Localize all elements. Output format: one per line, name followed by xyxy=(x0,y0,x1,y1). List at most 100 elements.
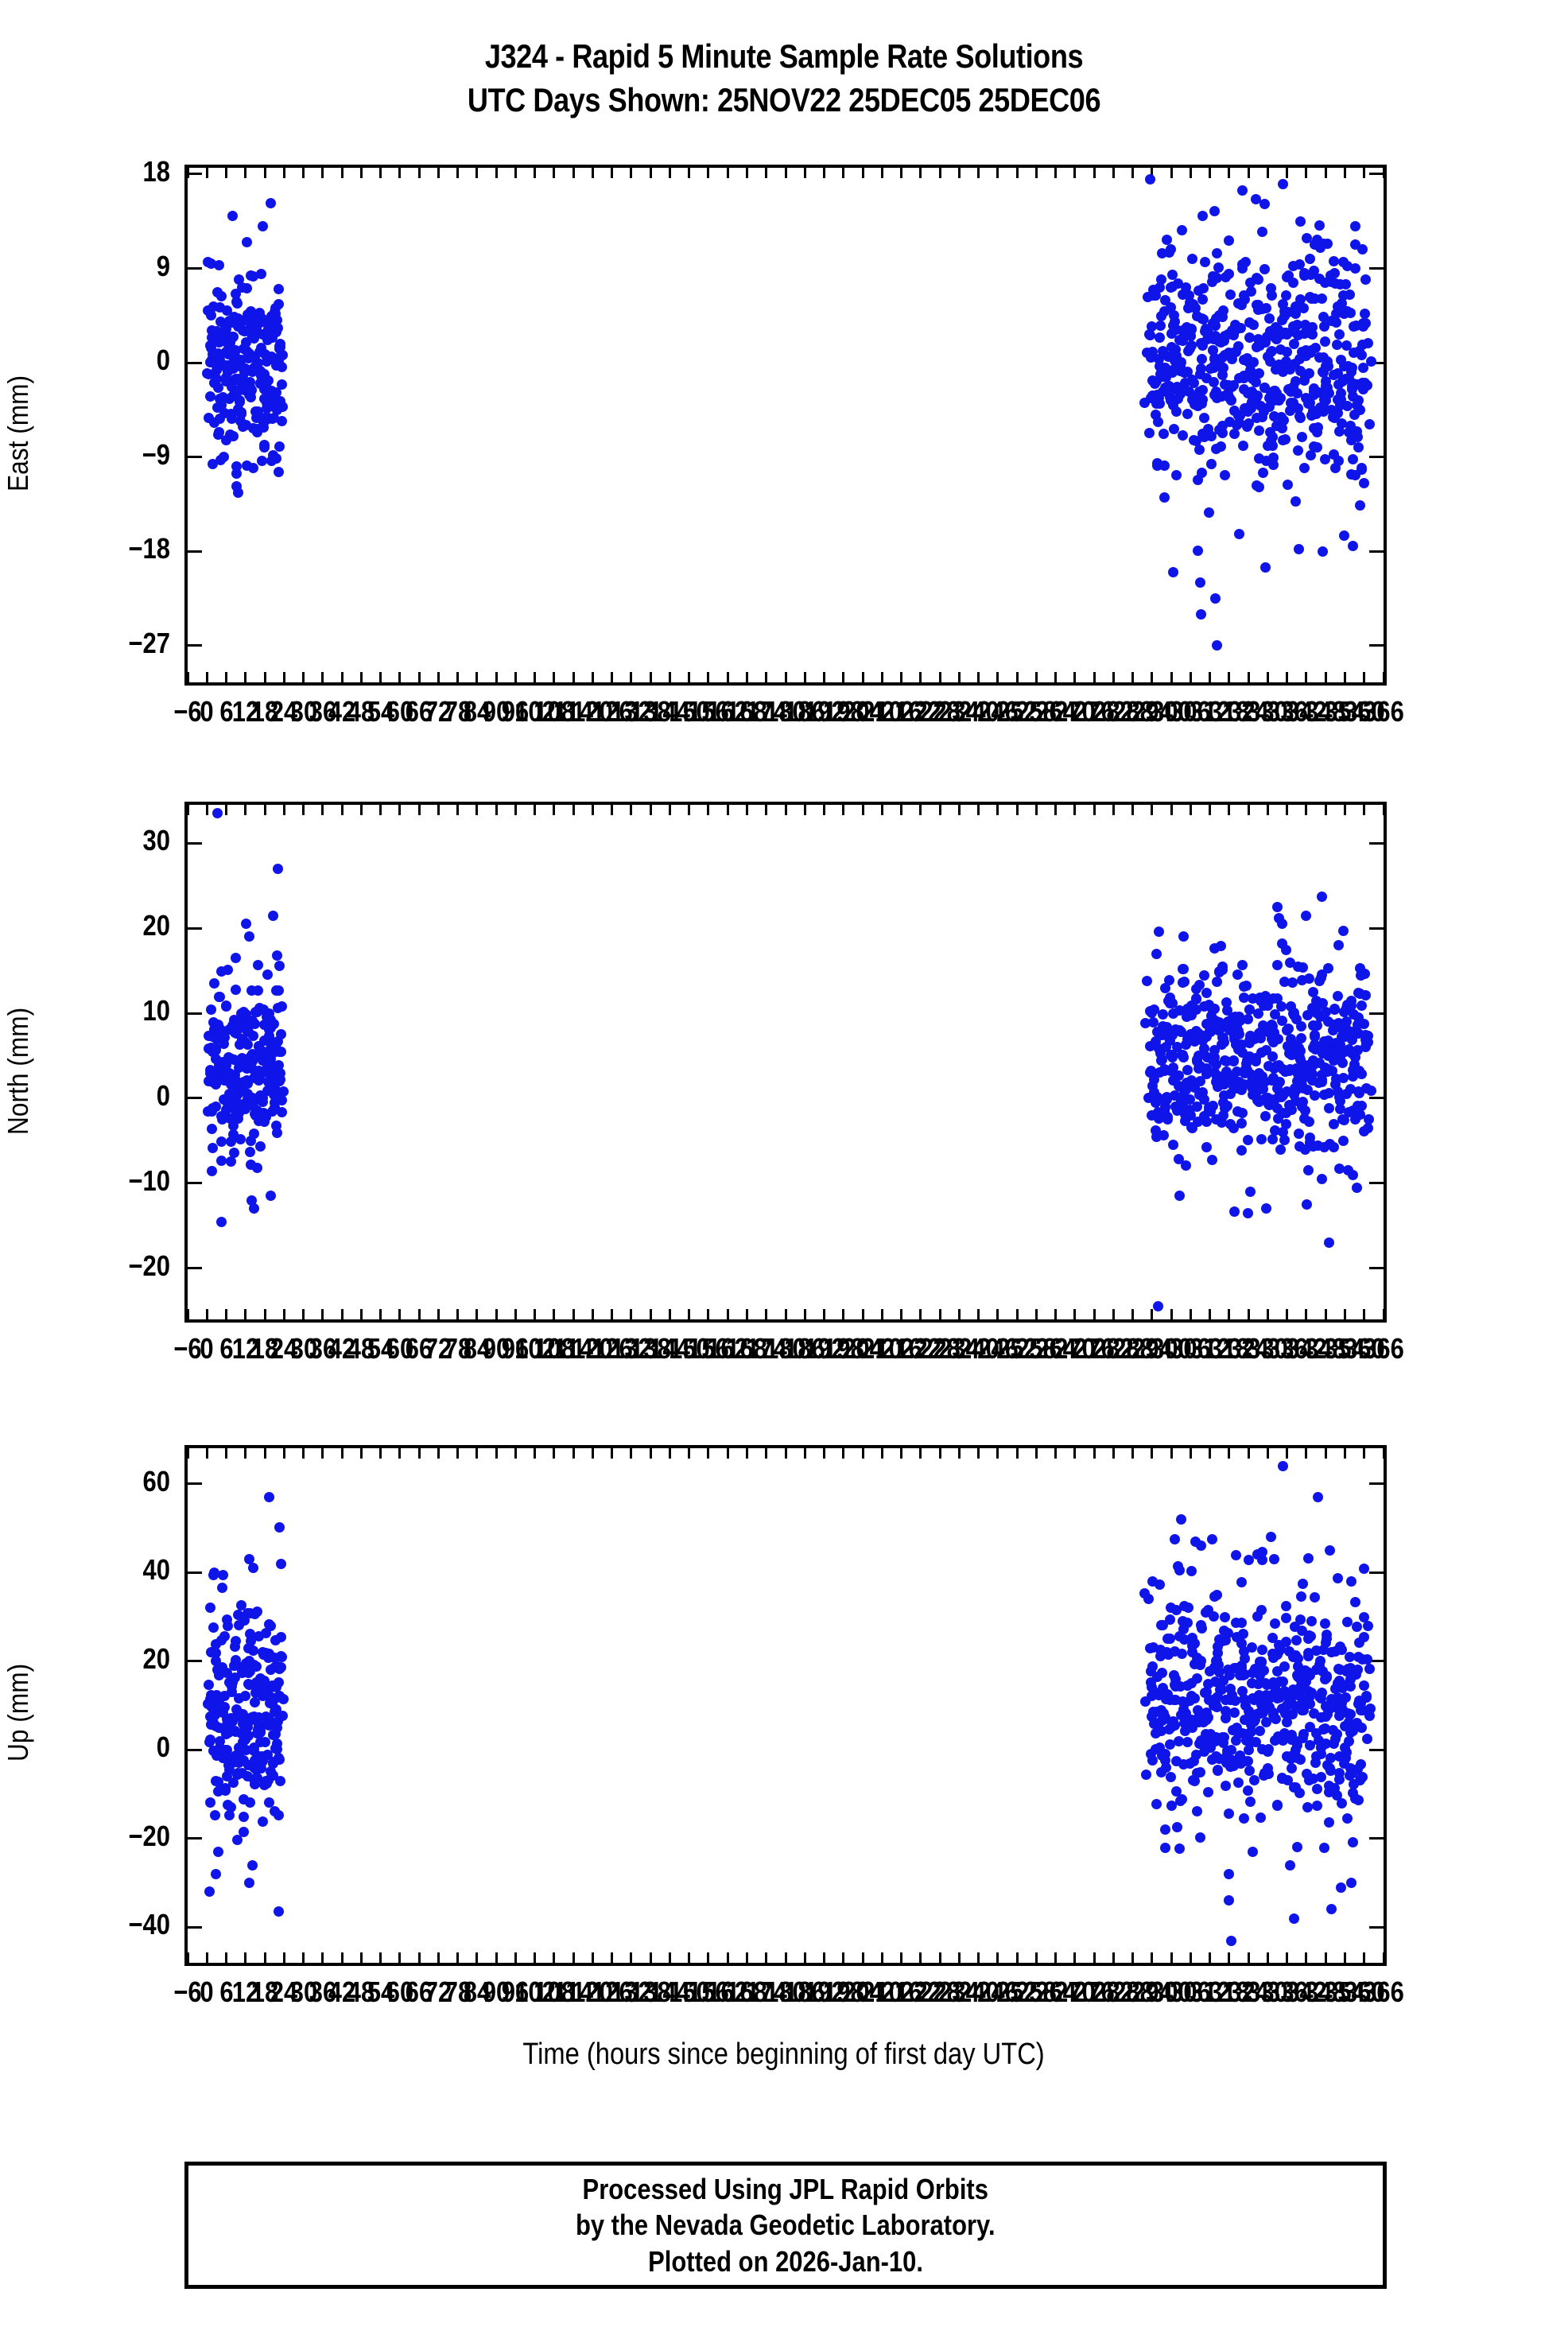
x-tick-mark xyxy=(1266,1309,1269,1319)
x-tick-mark xyxy=(205,1952,208,1963)
data-point xyxy=(1318,311,1329,322)
x-tick-mark xyxy=(1247,1448,1250,1459)
x-tick-mark xyxy=(1189,672,1192,682)
x-tick-mark xyxy=(591,805,594,815)
data-point xyxy=(1294,258,1306,270)
data-point-outlier xyxy=(1313,1491,1323,1502)
x-tick-mark xyxy=(803,805,806,815)
data-point xyxy=(1235,322,1246,333)
data-point xyxy=(208,1622,219,1633)
x-tick-mark xyxy=(1093,1952,1096,1963)
data-point xyxy=(1256,1605,1267,1616)
data-point xyxy=(1353,395,1364,406)
data-point-outlier xyxy=(215,1216,227,1227)
x-tick-mark xyxy=(1189,1448,1192,1459)
data-point xyxy=(1312,422,1323,433)
x-tick-mark xyxy=(1093,1309,1096,1319)
x-tick-mark xyxy=(611,1952,614,1963)
x-tick-mark xyxy=(1286,805,1289,815)
data-point xyxy=(1359,309,1370,320)
data-point xyxy=(1254,367,1265,379)
data-point xyxy=(1316,1772,1327,1783)
y-tick-label-east: 18 xyxy=(142,154,170,188)
x-tick-mark xyxy=(282,672,285,682)
data-point xyxy=(1223,1808,1234,1820)
data-point xyxy=(1197,293,1209,305)
x-tick-mark xyxy=(1343,672,1346,682)
data-point xyxy=(1251,376,1262,387)
x-tick-mark xyxy=(803,1952,806,1963)
data-point-outlier xyxy=(241,919,252,930)
x-tick-mark xyxy=(225,1952,228,1963)
data-point xyxy=(1366,355,1377,367)
x-tick-mark xyxy=(475,168,479,178)
data-point xyxy=(277,379,287,390)
x-tick-mark xyxy=(861,805,864,815)
data-point xyxy=(1256,1133,1267,1144)
data-point-outlier xyxy=(1244,1187,1256,1198)
x-tick-mark xyxy=(340,168,343,178)
x-tick-mark xyxy=(977,168,980,178)
data-point xyxy=(1363,1123,1374,1134)
data-point xyxy=(227,414,238,425)
data-point xyxy=(1236,1145,1247,1156)
data-point-outlier xyxy=(1347,541,1358,552)
x-tick-mark xyxy=(534,1952,537,1963)
x-tick-mark xyxy=(398,672,402,682)
x-tick-mark xyxy=(534,1309,537,1319)
data-point xyxy=(1265,356,1276,367)
data-point-outlier xyxy=(263,1491,274,1502)
x-tick-mark xyxy=(398,805,402,815)
data-point xyxy=(1337,256,1349,267)
x-tick-mark xyxy=(1324,1309,1327,1319)
data-point xyxy=(1192,545,1203,556)
x-tick-mark xyxy=(1382,1309,1384,1319)
data-point xyxy=(1242,1785,1253,1796)
data-point xyxy=(1177,1793,1188,1805)
x-tick-mark xyxy=(1073,672,1077,682)
data-point xyxy=(1364,1663,1376,1674)
y-tick-mark xyxy=(1369,927,1384,930)
x-tick-mark xyxy=(1170,1448,1173,1459)
data-point xyxy=(1197,340,1209,351)
x-tick-mark xyxy=(996,1448,999,1459)
x-tick-mark xyxy=(205,805,208,815)
x-tick-mark xyxy=(630,805,633,815)
x-tick-mark xyxy=(765,805,768,815)
x-tick-mark xyxy=(302,1952,305,1963)
data-point xyxy=(1209,271,1221,282)
x-tick-mark xyxy=(842,805,845,815)
x-tick-mark xyxy=(398,1309,402,1319)
data-point xyxy=(1330,1733,1341,1744)
x-tick-mark xyxy=(205,1309,208,1319)
data-point xyxy=(1230,1550,1241,1561)
data-point xyxy=(274,1754,285,1765)
y-tick-label-up: 20 xyxy=(142,1641,170,1675)
plot-panel-up: 60 40 20 0 −20 −40 Up (mm) −6 0 6 12 18 24 30 36 42 48 54… xyxy=(2,1445,1404,2008)
data-point xyxy=(277,402,288,413)
data-point xyxy=(1303,1553,1314,1564)
data-point xyxy=(1281,363,1292,374)
data-point xyxy=(274,299,285,310)
data-point xyxy=(1362,380,1373,391)
data-point xyxy=(1160,1842,1171,1853)
data-point xyxy=(1303,368,1314,379)
data-point-outlier xyxy=(1196,608,1207,620)
data-point xyxy=(1353,1794,1364,1805)
x-tick-mark xyxy=(688,168,691,178)
x-tick-mark xyxy=(1034,1309,1038,1319)
data-point xyxy=(203,1679,214,1690)
data-point xyxy=(1220,1781,1231,1792)
data-point xyxy=(1162,235,1173,246)
x-tick-mark xyxy=(188,672,189,682)
data-point xyxy=(1328,1142,1339,1153)
x-tick-mark xyxy=(765,1309,768,1319)
y-tick-mark xyxy=(1369,1012,1384,1015)
data-point-outlier xyxy=(1323,1237,1334,1249)
x-tick-mark xyxy=(1209,1309,1212,1319)
x-tick-mark xyxy=(803,1448,806,1459)
x-tick-mark xyxy=(591,672,594,682)
data-point-outlier xyxy=(273,863,284,874)
x-tick-mark xyxy=(784,168,787,178)
data-point xyxy=(1211,444,1222,455)
